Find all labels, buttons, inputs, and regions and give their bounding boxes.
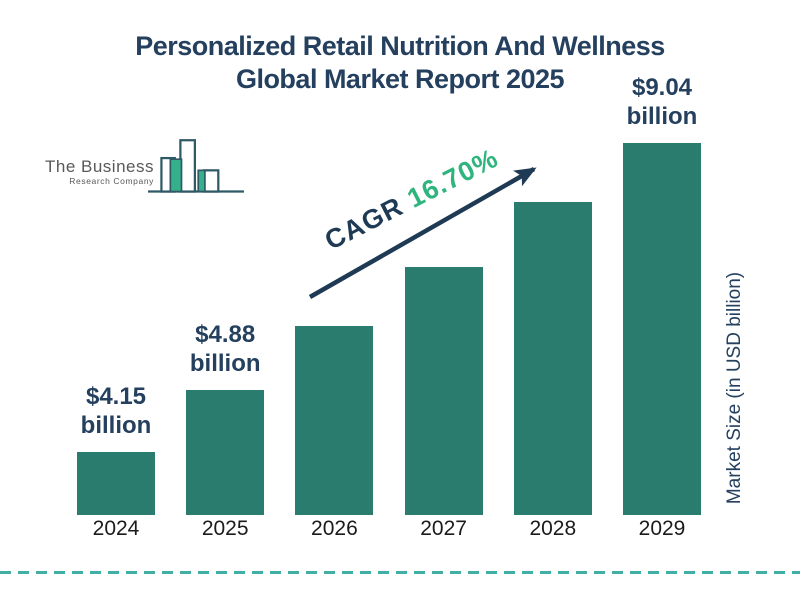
bottom-dashed-divider (0, 571, 800, 574)
bar-2028 (513, 202, 592, 515)
brand-name: The Business (45, 157, 154, 176)
bar-2025 (186, 390, 265, 515)
x-axis-label-2029: 2029 (638, 517, 686, 540)
bar-group-2024: $4.15 billion (77, 382, 155, 515)
logo-bars-icon (148, 139, 244, 193)
bar-group-2029: $9.04 billion (623, 73, 701, 515)
x-axis-label-2027: 2027 (420, 517, 467, 540)
x-axis-label-2026: 2026 (311, 517, 358, 540)
bar-group-2028 (513, 202, 592, 515)
x-axis-label-2028: 2028 (529, 517, 577, 540)
bar-2024 (77, 452, 155, 515)
bar-2029 (623, 143, 701, 515)
title-line-1: Personalized Retail Nutrition And Wellne… (135, 31, 665, 61)
brand-logo: The Business Research Company (42, 138, 252, 196)
bar-group-2027 (404, 267, 483, 515)
brand-logo-text: The Business Research Company (42, 157, 154, 187)
title-line-2: Global Market Report 2025 (235, 64, 565, 94)
bar-2027 (404, 267, 483, 515)
bar-value-label-2025: $4.88 billion (189, 321, 261, 377)
page-title: Personalized Retail Nutrition And Wellne… (0, 30, 800, 96)
bar-group-2026 (295, 326, 374, 515)
bar-group-2025: $4.88 billion (186, 320, 265, 515)
bar-value-label-2029: $9.04 billion (626, 74, 698, 130)
brand-subname: Research Company (69, 176, 154, 186)
bar-value-label-2024: $4.15 billion (80, 383, 152, 439)
bar-2026 (295, 326, 374, 515)
x-axis-label-2024: 2024 (92, 517, 140, 540)
x-axis-label-2025: 2025 (201, 517, 249, 540)
y-axis-label: Market Size (in USD billion) (724, 271, 745, 505)
